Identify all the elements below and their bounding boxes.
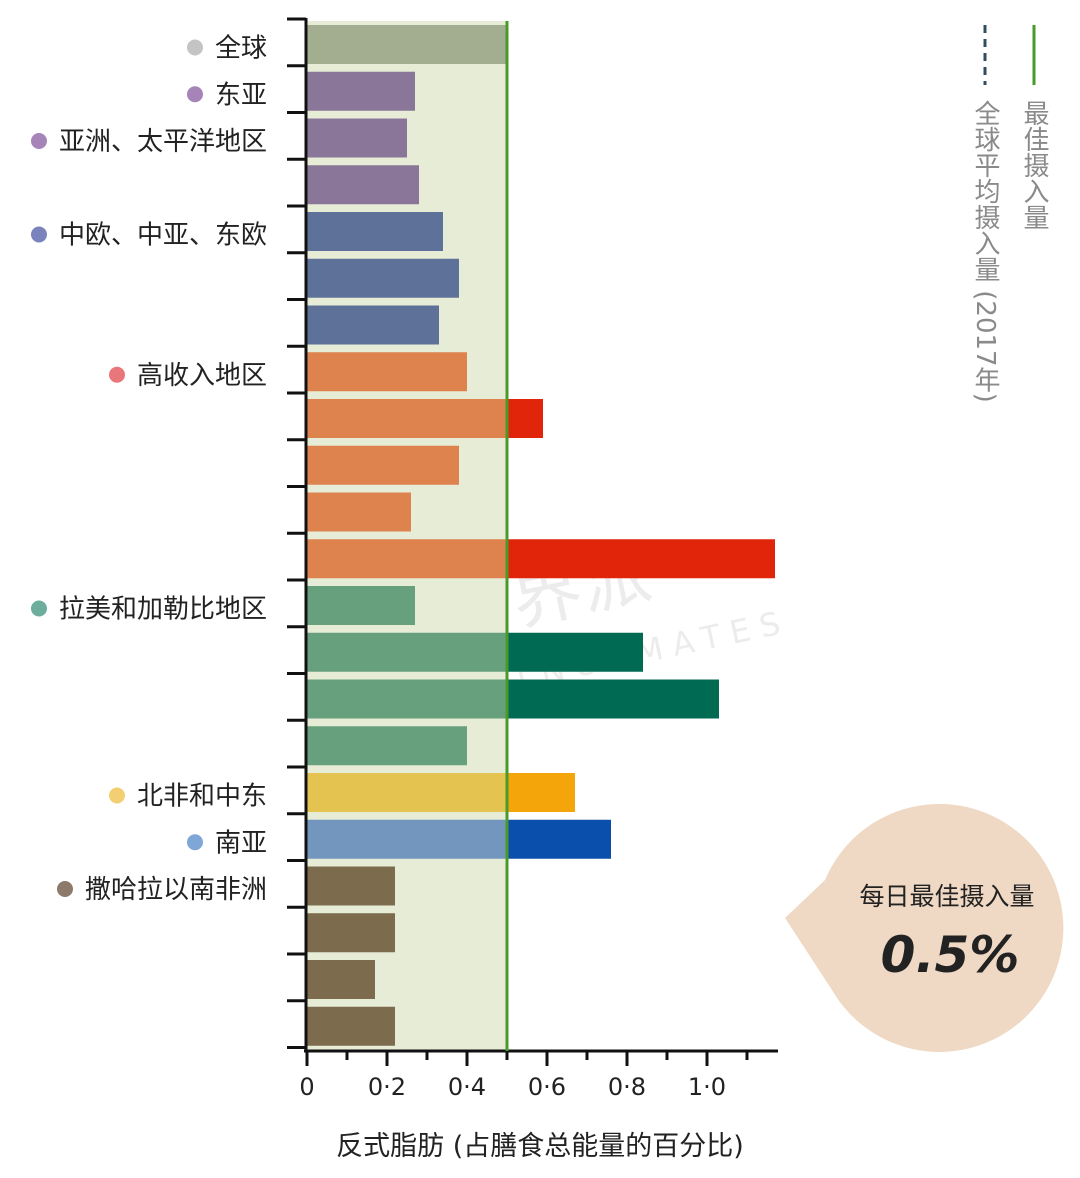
region-label: 撒哈拉以南非洲: [85, 875, 267, 905]
legend: 全球平均摄入量 (2017年) 最佳摄入量: [970, 25, 1049, 403]
bar-5-1: [307, 632, 507, 672]
region-labels: 全球东亚亚洲、太平洋地区中欧、中亚、东欧高收入地区拉美和加勒比地区北非和中东南亚…: [30, 34, 267, 905]
bar-3-0: [307, 212, 443, 251]
region-label: 北非和中东: [137, 782, 267, 812]
bar-1-0: [307, 71, 415, 111]
bar-5-2: [307, 679, 507, 719]
region-dot-icon: [30, 600, 47, 617]
region-dot-icon: [30, 226, 47, 243]
bar-2-1: [307, 165, 419, 205]
callout-bubble-shape: [785, 803, 1064, 1052]
region-label: 东亚: [215, 80, 267, 110]
bar-8-0: [307, 866, 395, 906]
x-tick-label: 0·6: [528, 1073, 566, 1101]
region-dot-icon: [186, 39, 203, 56]
region-dot-icon: [108, 366, 125, 383]
callout-value: 0.5%: [881, 926, 1020, 984]
region-dot-icon: [186, 86, 203, 103]
bar-3-1: [307, 258, 459, 298]
callout-title: 每日最佳摄入量: [859, 882, 1034, 911]
x-tick-label: 0·8: [608, 1073, 646, 1101]
bar-4-4: [307, 539, 507, 579]
region-dot-icon: [108, 787, 125, 804]
legend-optimal-label: 最佳摄入量: [1019, 100, 1049, 230]
bar-excess-6-0: [507, 773, 575, 812]
region-label: 高收入地区: [137, 361, 267, 391]
region-label: 亚洲、太平洋地区: [59, 127, 267, 157]
bar-4-3: [307, 492, 411, 532]
bar-7-0: [307, 819, 507, 859]
callout-bubble: 每日最佳摄入量 0.5%: [785, 803, 1064, 1052]
bar-4-1: [307, 399, 507, 438]
bar-excess-7-0: [507, 819, 611, 859]
bar-2-0: [307, 118, 407, 158]
bar-4-0: [307, 352, 467, 392]
region-dot-icon: [30, 133, 47, 149]
region-dot-icon: [56, 881, 73, 897]
region-label: 中欧、中亚、东欧: [59, 221, 267, 251]
legend-average-label: 全球平均摄入量 (2017年): [970, 100, 1000, 403]
bar-8-2: [307, 960, 375, 999]
x-tick-label: 1·0: [688, 1073, 726, 1101]
bar-5-3: [307, 726, 467, 766]
x-tick-label: 0·2: [368, 1073, 406, 1101]
bar-excess-5-1: [507, 632, 643, 672]
bar-3-2: [307, 305, 439, 345]
bar-8-1: [307, 913, 395, 953]
bar-5-0: [307, 586, 415, 625]
bar-excess-4-1: [507, 399, 543, 438]
region-dot-icon: [186, 834, 203, 851]
bars: [307, 25, 775, 1046]
x-axis-title: 反式脂肪 (占膳食总能量的百分比): [336, 1131, 744, 1162]
region-label: 拉美和加勒比地区: [59, 595, 267, 625]
x-tick-label: 0: [299, 1073, 314, 1101]
x-tick-label: 0·4: [448, 1073, 486, 1101]
bar-0-0: [307, 25, 507, 64]
bar-excess-5-2: [507, 679, 719, 719]
x-ticks: 0 0·2 0·4 0·6 0·8 1·0: [299, 1051, 749, 1101]
region-label: 南亚: [215, 828, 267, 858]
bar-6-0: [307, 773, 507, 812]
region-label: 全球: [215, 34, 267, 64]
bar-excess-4-4: [507, 539, 775, 579]
bar-4-2: [307, 445, 459, 485]
bar-8-3: [307, 1006, 395, 1046]
axes: [287, 17, 778, 1053]
